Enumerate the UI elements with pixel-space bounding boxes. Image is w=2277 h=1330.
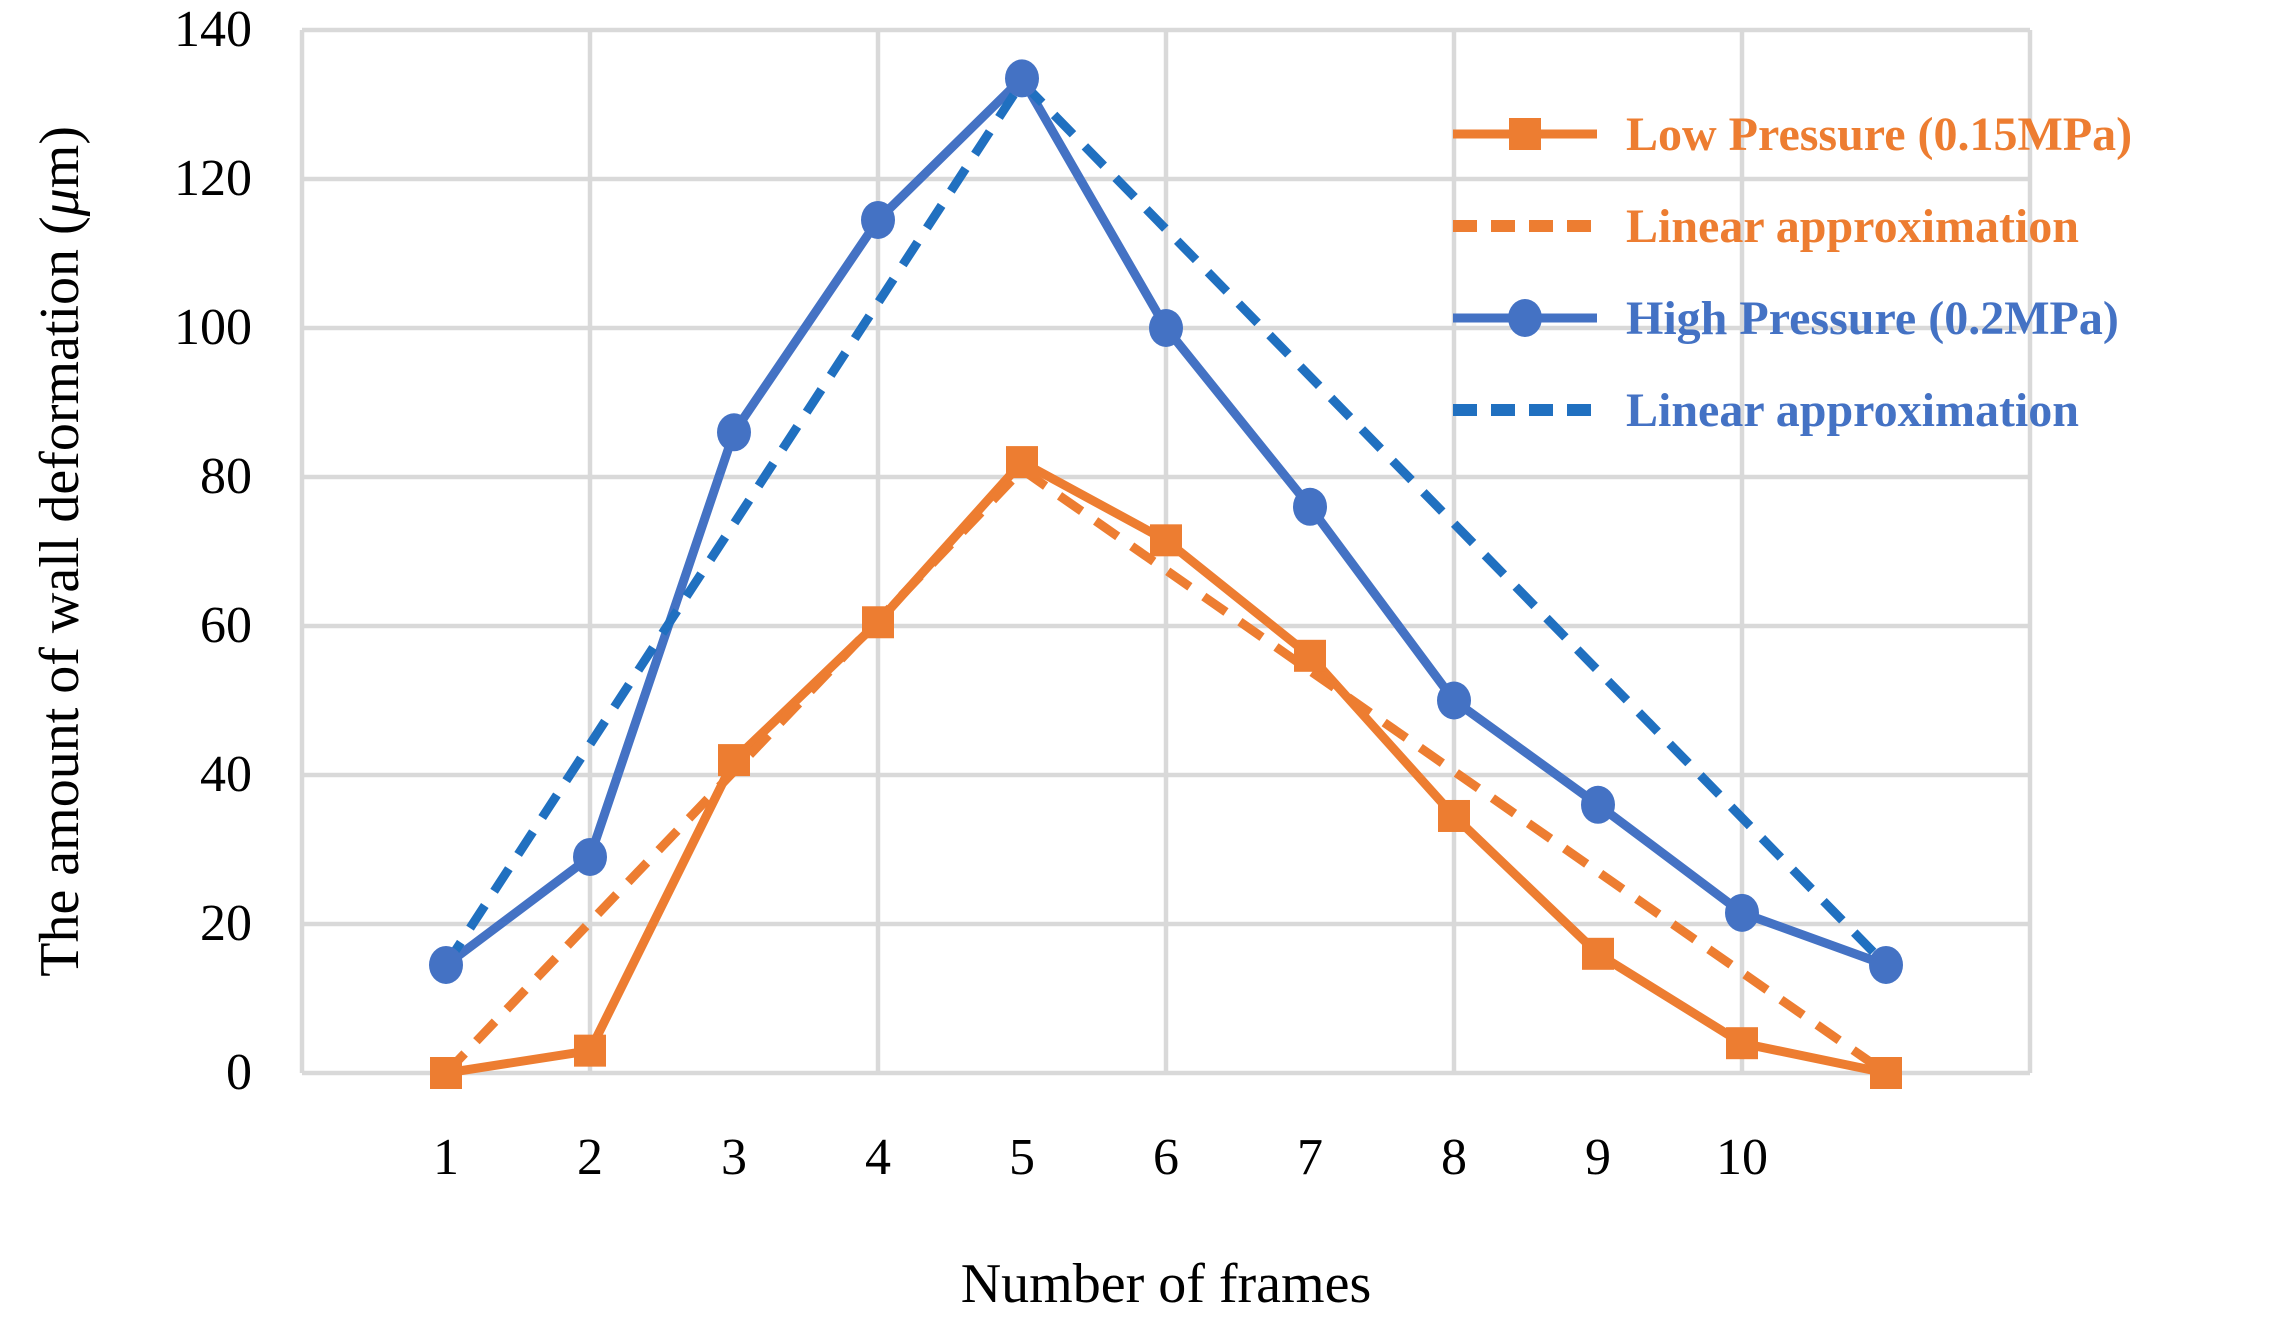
circle-marker — [1581, 785, 1615, 824]
square-marker — [1006, 446, 1038, 479]
y-axis-title: The amount of wall deformation (μm) — [29, 125, 91, 977]
y-tick-label: 100 — [174, 299, 252, 356]
y-tick-label: 120 — [174, 150, 252, 207]
x-tick-label: 9 — [1585, 1129, 1611, 1186]
square-marker — [1438, 799, 1470, 832]
x-tick-label: 3 — [721, 1129, 747, 1186]
x-tick-label: 8 — [1441, 1129, 1467, 1186]
high-pressure-markers — [429, 59, 1903, 984]
y-tick-label: 40 — [200, 746, 252, 803]
square-marker — [1726, 1027, 1758, 1060]
legend-label: Low Pressure (0.15MPa) — [1626, 107, 2133, 161]
square-marker — [1582, 937, 1614, 970]
square-marker — [1294, 639, 1326, 672]
x-axis-title: Number of frames — [960, 1253, 1372, 1315]
circle-marker — [717, 413, 751, 452]
x-tick-label: 4 — [865, 1129, 891, 1186]
y-tick-label: 140 — [174, 1, 252, 58]
circle-marker — [1725, 893, 1759, 932]
legend-item-low-linear-approximation: Linear approximation — [1450, 180, 2132, 272]
legend-item-high-linear-approximation: Linear approximation — [1450, 364, 2132, 456]
legend-swatch-solid-circle-icon — [1453, 299, 1597, 337]
circle-marker — [429, 945, 463, 984]
x-tick-label: 10 — [1716, 1129, 1768, 1186]
circle-marker — [1149, 309, 1183, 347]
legend-swatch-dashed-line-icon — [1453, 220, 1597, 232]
square-marker — [718, 744, 750, 777]
legend-item-low-pressure: Low Pressure (0.15MPa) — [1450, 88, 2132, 180]
square-marker — [574, 1034, 606, 1067]
circle-marker — [1437, 681, 1471, 720]
x-tick-label: 7 — [1297, 1129, 1323, 1186]
circle-marker — [1293, 487, 1327, 526]
legend-label: Linear approximation — [1626, 383, 2079, 437]
legend: Low Pressure (0.15MPa) Linear approximat… — [1450, 88, 2132, 456]
legend-swatch-dashed-line-icon — [1453, 404, 1597, 416]
y-tick-label: 60 — [200, 597, 252, 654]
circle-marker — [1005, 59, 1039, 98]
square-marker — [862, 606, 894, 639]
x-tick-label: 2 — [577, 1129, 603, 1186]
square-marker — [1870, 1057, 1902, 1089]
legend-label: Linear approximation — [1626, 199, 2079, 253]
y-tick-label: 0 — [226, 1044, 252, 1101]
circle-marker — [1869, 945, 1903, 984]
x-tick-label: 1 — [433, 1129, 459, 1186]
circle-marker — [573, 837, 607, 876]
square-marker — [1150, 524, 1182, 557]
legend-item-high-pressure: High Pressure (0.2MPa) — [1450, 272, 2132, 364]
square-marker — [430, 1057, 462, 1089]
circle-marker — [861, 200, 895, 239]
x-tick-label: 5 — [1009, 1129, 1035, 1186]
legend-swatch-solid-square-icon — [1453, 118, 1597, 150]
low-pressure-markers — [430, 446, 1902, 1089]
y-tick-label: 20 — [200, 895, 252, 952]
x-tick-label: 6 — [1153, 1129, 1179, 1186]
legend-label: High Pressure (0.2MPa) — [1626, 291, 2119, 345]
low-pressure-linear-approximation-line — [442, 463, 1889, 1077]
y-tick-label: 80 — [200, 448, 252, 505]
